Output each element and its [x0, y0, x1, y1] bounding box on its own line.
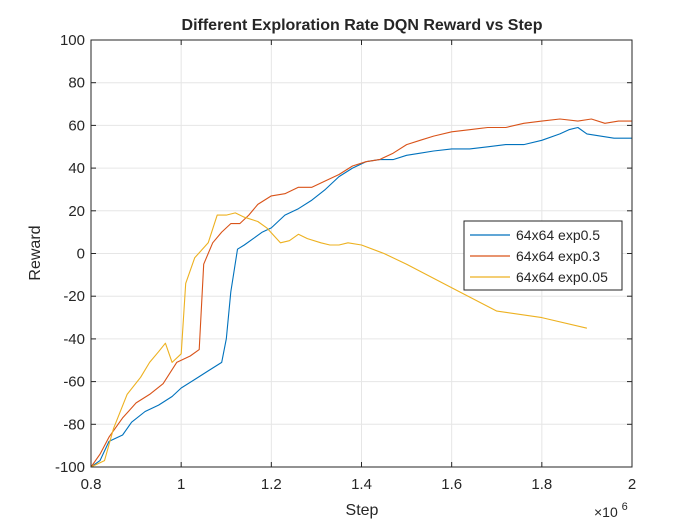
x-tick-label: 1.6 — [441, 476, 462, 493]
series-line-2 — [90, 118, 632, 468]
series-lines — [90, 118, 632, 468]
x-tick-label: 1.2 — [261, 476, 282, 493]
legend-label: 64x64 exp0.5 — [516, 227, 600, 243]
x-tick-label: 2 — [628, 476, 636, 493]
chart-title: Different Exploration Rate DQN Reward vs… — [182, 17, 543, 34]
legend-label: 64x64 exp0.05 — [516, 269, 608, 285]
y-axis-label: Reward — [27, 225, 44, 280]
x-tick-label: 1 — [177, 476, 185, 493]
x-axis-exponent-power: 6 — [622, 501, 628, 513]
y-axis-ticks: -100 -80 -60 -40 -20 0 20 40 60 80 100 — [55, 32, 632, 476]
y-tick-label: 80 — [68, 75, 85, 92]
series-line-3 — [90, 212, 588, 468]
y-tick-label: -20 — [63, 288, 85, 305]
series-line-1 — [90, 126, 632, 468]
y-tick-label: 100 — [60, 32, 85, 49]
y-tick-label: 20 — [68, 203, 85, 220]
x-tick-label: 0.8 — [81, 476, 102, 493]
x-axis-exponent-base: ×10 — [594, 504, 618, 520]
y-tick-label: -60 — [63, 374, 85, 391]
x-tick-label: 1.8 — [531, 476, 552, 493]
y-tick-label: 60 — [68, 117, 85, 134]
legend: 64x64 exp0.5 64x64 exp0.3 64x64 exp0.05 — [463, 220, 623, 291]
x-axis-ticks: 0.8 1 1.2 1.4 1.6 1.8 2 — [81, 40, 636, 493]
y-tick-label: -40 — [63, 331, 85, 348]
legend-label: 64x64 exp0.3 — [516, 248, 600, 264]
y-tick-label: 40 — [68, 160, 85, 177]
y-tick-label: -80 — [63, 416, 85, 433]
y-tick-label: -100 — [55, 459, 85, 476]
x-axis-exponent: ×10 6 — [594, 501, 628, 520]
x-tick-label: 1.4 — [351, 476, 372, 493]
x-axis-label: Step — [346, 502, 379, 519]
y-tick-label: 0 — [77, 246, 85, 263]
